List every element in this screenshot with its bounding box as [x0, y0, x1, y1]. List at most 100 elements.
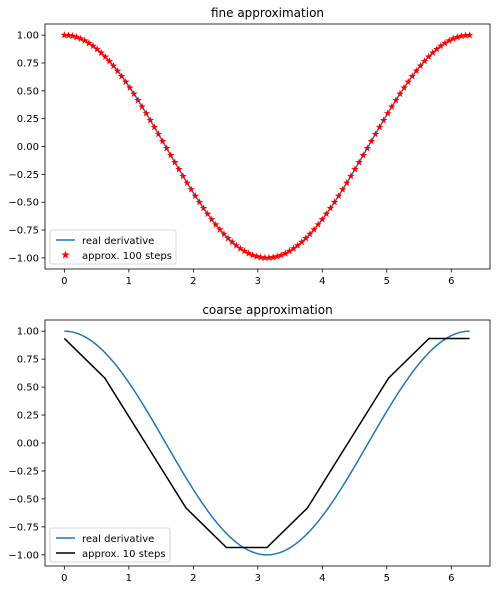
legend: real derivative approx. 10 steps: [49, 527, 171, 563]
data-point-star: [404, 77, 412, 86]
data-point-star: [216, 225, 224, 233]
data-point-star: [285, 247, 294, 255]
y-tick-label: 0.25: [17, 411, 39, 422]
data-point-star: [72, 33, 81, 41]
data-point-star: [117, 72, 126, 80]
data-point-star: [433, 45, 441, 53]
data-point-star: [322, 209, 331, 218]
x-tick-label: 5: [384, 573, 390, 584]
data-point-star: [445, 36, 453, 44]
data-point-star: [150, 123, 159, 131]
data-point-star: [428, 48, 437, 57]
x-ticks: 0 1 2 3 4 5 6: [61, 269, 454, 287]
data-point-star: [383, 109, 392, 117]
data-point-star: [293, 241, 302, 249]
series-line-real-derivative: [64, 330, 470, 556]
data-point-star: [302, 234, 310, 242]
data-point-star: [363, 144, 372, 152]
series-group: [60, 31, 474, 262]
axes-frame: [44, 23, 491, 270]
data-point-star: [105, 57, 114, 65]
data-point-star: [318, 215, 327, 223]
y-tick-label: 0.50: [17, 86, 39, 97]
data-point-star: [236, 244, 245, 252]
legend-box: [49, 229, 177, 265]
data-point-star: [441, 39, 449, 47]
data-point-star: [289, 244, 298, 252]
y-tick-label: 1.00: [17, 31, 39, 42]
data-point-star: [359, 151, 367, 159]
data-point-star: [195, 198, 204, 206]
data-point-star: [437, 41, 445, 50]
data-point-star: [416, 61, 425, 70]
legend-entry: approx. 10 steps: [82, 549, 166, 560]
data-point-star: [330, 198, 339, 206]
data-point-star: [142, 109, 151, 117]
data-point-star: [179, 172, 187, 180]
data-point-star: [375, 123, 384, 131]
data-point-star: [310, 225, 318, 233]
x-tick-label: 2: [190, 276, 196, 287]
data-point-star: [392, 96, 400, 104]
data-point-star: [461, 31, 470, 39]
data-point-star: [347, 172, 355, 180]
series-group: [63, 330, 470, 556]
data-point-star: [297, 238, 306, 246]
data-point-star: [89, 41, 97, 50]
data-point-star: [175, 165, 183, 173]
data-point-star: [154, 130, 163, 138]
data-point-star: [64, 31, 73, 39]
data-point-star: [326, 204, 335, 212]
data-point-star: [162, 144, 171, 152]
data-point-star: [203, 209, 212, 218]
x-tick-label: 1: [126, 573, 132, 584]
data-point-star: [134, 96, 142, 104]
data-point-star: [113, 66, 122, 75]
data-point-star: [261, 253, 269, 262]
data-point-star: [81, 36, 89, 44]
y-tick-label: −0.50: [8, 198, 39, 209]
y-tick-label: −0.50: [8, 494, 39, 505]
x-tick-label: 4: [319, 573, 325, 584]
data-point-star: [228, 238, 236, 246]
panel-title: fine approximation: [211, 6, 324, 20]
y-tick-label: −0.25: [8, 466, 39, 477]
data-point-star: [224, 234, 232, 242]
data-point-star: [93, 45, 101, 53]
x-tick-label: 2: [190, 573, 196, 584]
data-point-star: [334, 191, 343, 200]
data-point-star: [191, 191, 200, 200]
data-point-star: [252, 252, 261, 260]
series-line-approx-10-steps: [63, 337, 470, 549]
data-point-star: [420, 57, 429, 65]
data-point-star: [232, 241, 241, 249]
data-point-star: [465, 31, 474, 39]
data-point-star: [277, 251, 286, 259]
legend-entry: approx. 100 steps: [82, 251, 172, 262]
y-ticks: 1.00 0.75 0.50 0.25 0.00 −0.25 −0.50 −0.75 −1.00: [8, 31, 45, 264]
axes-frame: [44, 319, 491, 567]
data-point-star: [367, 137, 376, 145]
x-tick-label: 4: [319, 276, 325, 287]
data-point-star: [121, 77, 130, 86]
data-point-star: [379, 116, 388, 124]
data-point-star: [248, 251, 257, 259]
data-point-star: [355, 158, 363, 166]
y-tick-label: 0.25: [17, 114, 39, 125]
y-tick-label: −1.00: [8, 253, 39, 264]
data-point-star: [240, 247, 249, 255]
y-tick-label: 0.50: [17, 383, 39, 394]
data-point-star: [371, 130, 380, 138]
data-point-star: [220, 230, 228, 238]
legend-entry: real derivative: [82, 534, 154, 545]
y-ticks: 1.00 0.75 0.50 0.25 0.00 −0.25 −0.50 −0.75 −1.00: [8, 327, 45, 561]
x-tick-label: 6: [448, 573, 454, 584]
data-point-star: [97, 48, 105, 57]
data-point-star: [183, 178, 191, 187]
y-tick-label: −1.00: [8, 550, 39, 561]
x-tick-label: 5: [384, 276, 390, 287]
data-point-star: [281, 249, 290, 257]
data-point-star: [146, 116, 155, 124]
data-point-star: [453, 33, 462, 41]
